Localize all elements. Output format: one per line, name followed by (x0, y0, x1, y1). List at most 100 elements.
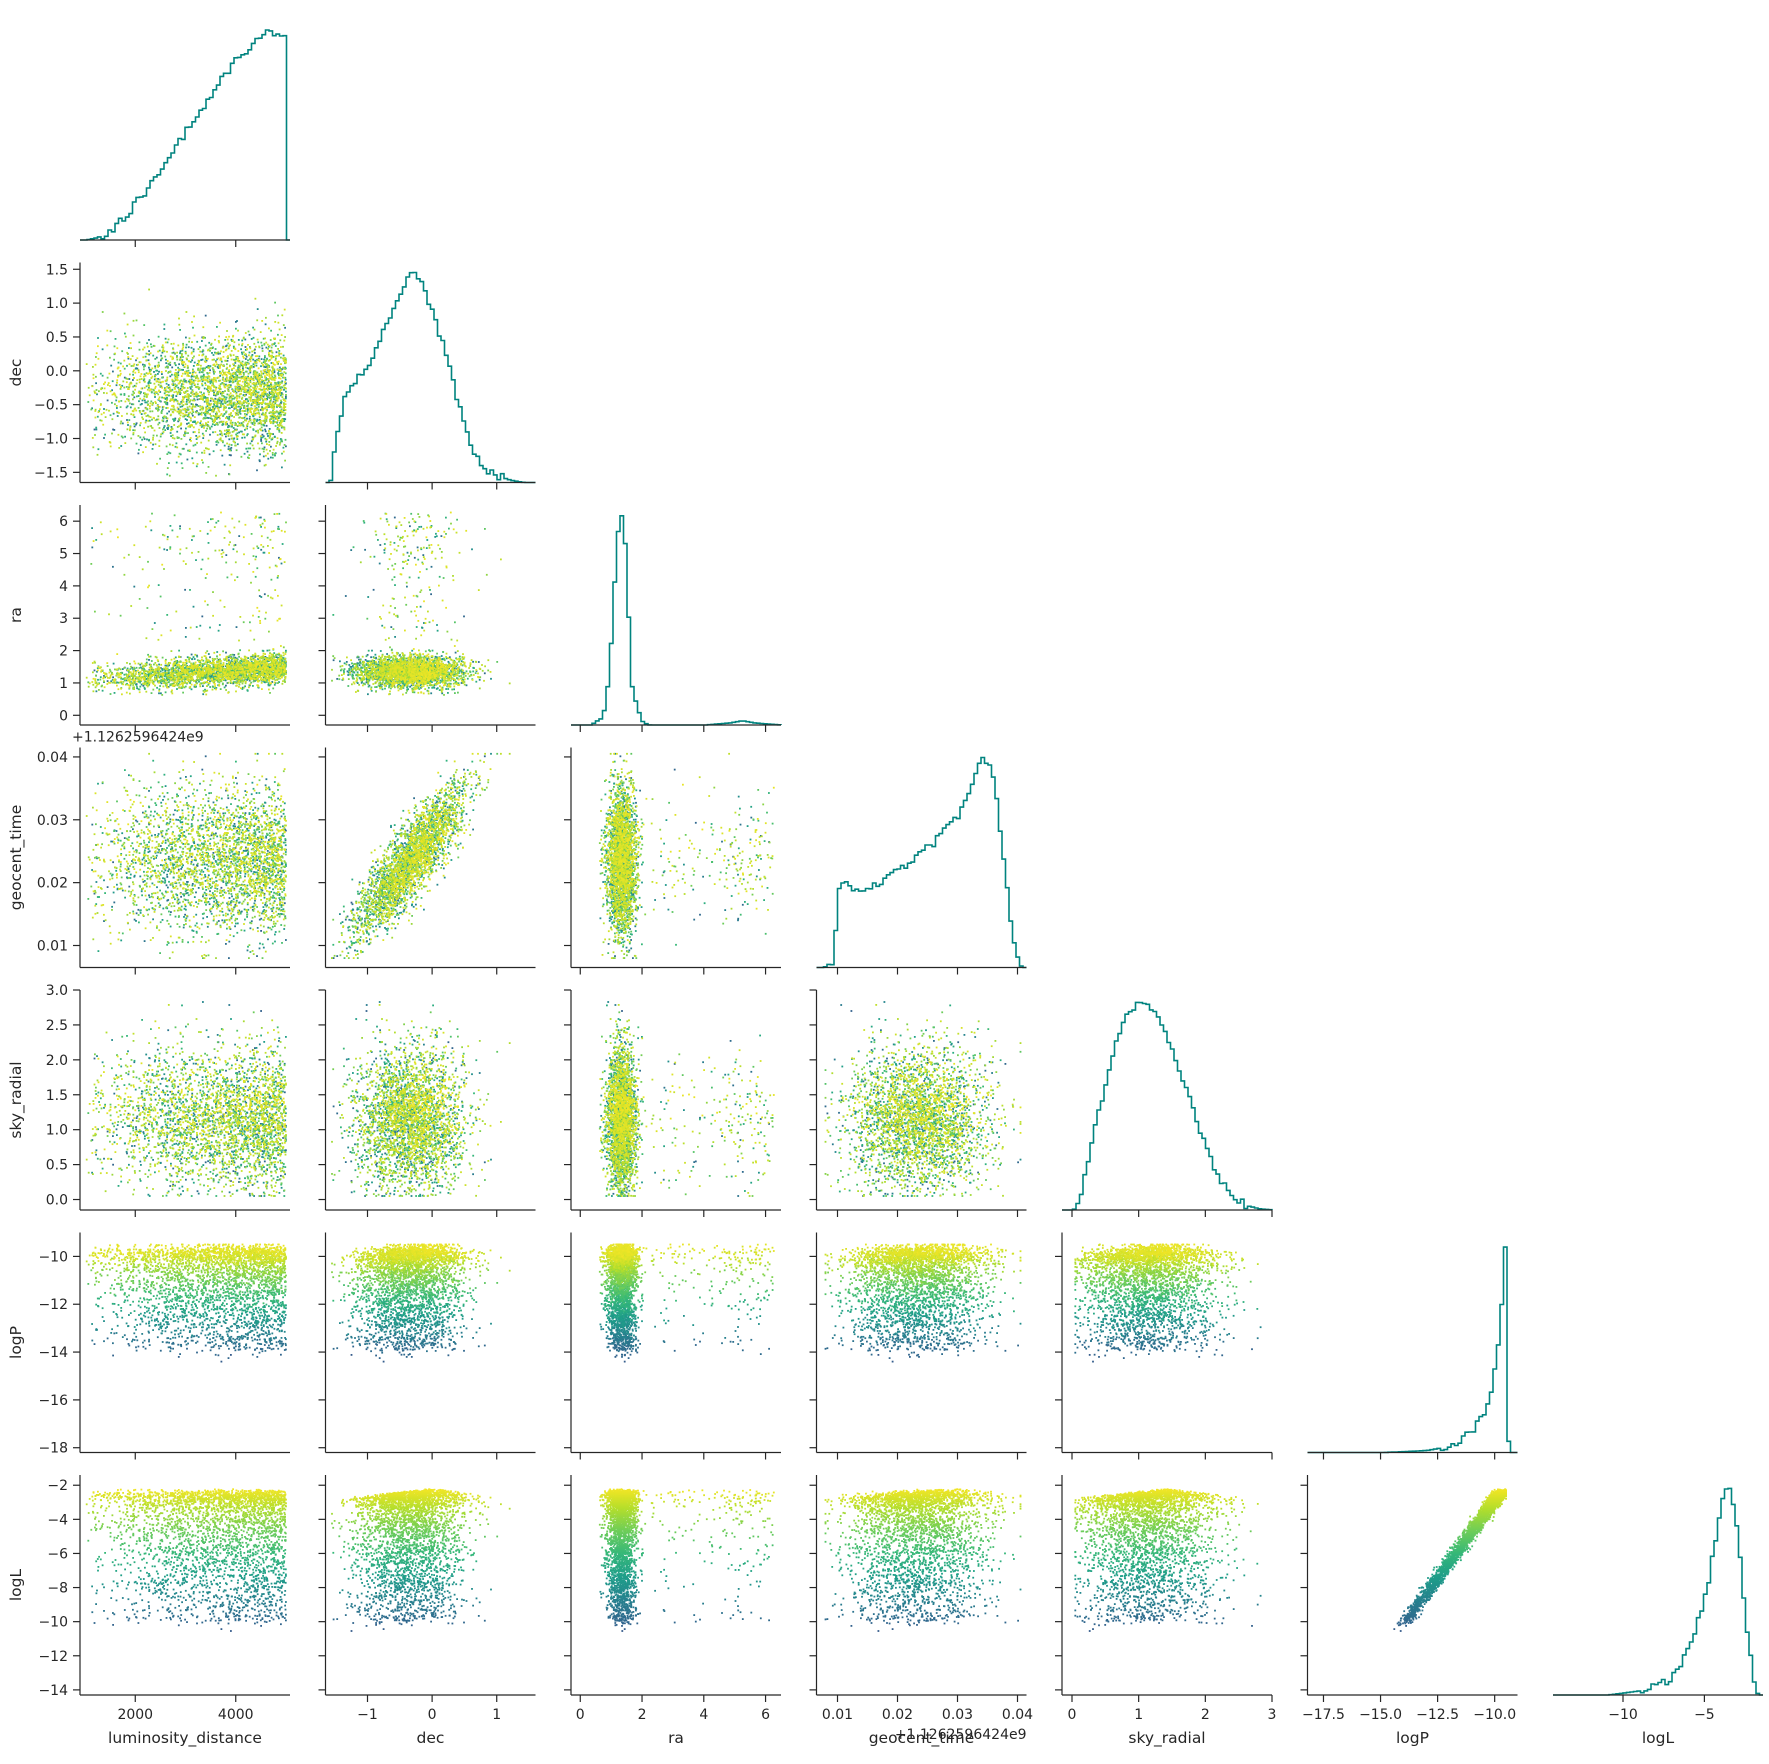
scatter-point (226, 345, 228, 347)
scatter-point (241, 437, 243, 439)
scatter-point (279, 367, 281, 369)
scatter-point (209, 434, 211, 436)
scatter-point (276, 351, 278, 353)
scatter-point (180, 350, 182, 352)
scatter-point (260, 440, 262, 442)
scatter-point (113, 413, 115, 415)
scatter-point (138, 395, 140, 397)
scatter-point (263, 456, 265, 458)
scatter-point (170, 432, 172, 434)
scatter-point (260, 365, 262, 367)
scatter-point (245, 358, 247, 360)
scatter-point (120, 445, 122, 447)
scatter-point (244, 453, 246, 455)
scatter-point (132, 379, 134, 381)
scatter-point (187, 459, 189, 461)
scatter-point (195, 404, 197, 406)
scatter-point (134, 426, 136, 428)
scatter-point (247, 367, 249, 369)
scatter-point (153, 371, 155, 373)
scatter-point (166, 413, 168, 415)
scatter-point (185, 428, 187, 430)
scatter-point (259, 453, 261, 455)
scatter-point (171, 426, 173, 428)
scatter-point (228, 438, 230, 440)
scatter-point (269, 350, 271, 352)
scatter-point (175, 395, 177, 397)
scatter-point (117, 415, 119, 417)
scatter-point (266, 347, 268, 349)
scatter-point (138, 400, 140, 402)
scatter-point (140, 404, 142, 406)
scatter-point (285, 379, 287, 381)
scatter-point (238, 339, 240, 341)
scatter-point (158, 371, 160, 373)
scatter-point (176, 462, 178, 464)
scatter-point (224, 464, 226, 466)
scatter-point (152, 444, 154, 446)
scatter-point (148, 381, 150, 383)
scatter-point (272, 433, 274, 435)
scatter-point (264, 382, 266, 384)
scatter-point (283, 355, 285, 357)
scatter-point (186, 419, 188, 421)
scatter-point (115, 400, 117, 402)
scatter-point (103, 408, 105, 410)
scatter-point (126, 419, 128, 421)
scatter-point (241, 340, 243, 342)
scatter-point (213, 354, 215, 356)
scatter-point (281, 467, 283, 469)
scatter-point (224, 445, 226, 447)
scatter-point (202, 437, 204, 439)
scatter-point (210, 400, 212, 402)
scatter-point (133, 396, 135, 398)
scatter-point (168, 384, 170, 386)
scatter-point (265, 323, 267, 325)
scatter-point (199, 422, 201, 424)
scatter-point (240, 348, 242, 350)
scatter-point (197, 399, 199, 401)
scatter-point (140, 444, 142, 446)
scatter-point (103, 437, 105, 439)
panel-luminosity_distance-vs-luminosity_distance (80, 30, 290, 247)
scatter-point (157, 373, 159, 375)
scatter-point (230, 384, 232, 386)
scatter-point (163, 427, 165, 429)
scatter-point (128, 378, 130, 380)
scatter-point (171, 367, 173, 369)
scatter-point (256, 469, 258, 471)
scatter-point (116, 407, 118, 409)
scatter-point (163, 328, 165, 330)
scatter-point (168, 411, 170, 413)
scatter-point (110, 365, 112, 367)
scatter-point (176, 431, 178, 433)
scatter-point (135, 424, 137, 426)
scatter-point (160, 359, 162, 361)
scatter-point (178, 363, 180, 365)
scatter-point (204, 388, 206, 390)
scatter-point (165, 362, 167, 364)
scatter-point (193, 348, 195, 350)
scatter-point (146, 439, 148, 441)
scatter-point (161, 373, 163, 375)
scatter-point (208, 417, 210, 419)
scatter-point (191, 359, 193, 361)
scatter-point (94, 429, 96, 431)
scatter-point (195, 435, 197, 437)
scatter-point (219, 375, 221, 377)
scatter-point (186, 401, 188, 403)
scatter-point (169, 375, 171, 377)
scatter-point (257, 308, 259, 310)
scatter-point (285, 391, 287, 393)
scatter-point (249, 372, 251, 374)
scatter-point (259, 459, 261, 461)
scatter-point (267, 435, 269, 437)
scatter-point (252, 327, 254, 329)
scatter-point (122, 423, 124, 425)
scatter-point (237, 443, 239, 445)
scatter-points-dec-vs-luminosity_distance (86, 289, 287, 477)
scatter-point (148, 359, 150, 361)
scatter-point (199, 346, 201, 348)
scatter-point (285, 396, 287, 398)
